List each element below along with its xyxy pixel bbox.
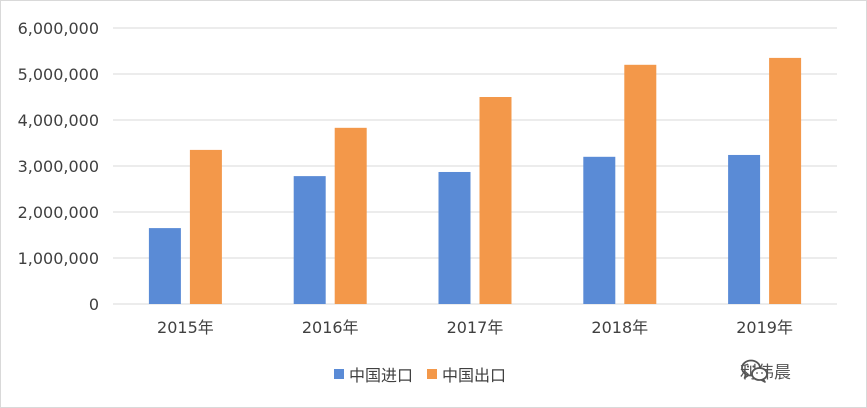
x-tick-label: 2019年 xyxy=(736,318,793,337)
y-axis-tick-labels: 0 1,000,000 2,000,000 3,000,000 4,000,000 5,0… xyxy=(18,19,99,314)
legend-label-import: 中国进口 xyxy=(349,366,414,385)
y-tick-label: 2,000,000 xyxy=(18,203,99,222)
y-tick-label: 3,000,000 xyxy=(18,157,99,176)
bar-export-3 xyxy=(624,64,657,304)
y-tick-label: 0 xyxy=(89,295,99,314)
x-tick-label: 2018年 xyxy=(591,318,648,337)
y-tick-label: 1,000,000 xyxy=(18,249,99,268)
legend-swatch-export xyxy=(427,369,438,379)
x-tick-label: 2016年 xyxy=(302,318,359,337)
x-axis-tick-labels: 2015年 2016年 2017年 2018年 2019年 xyxy=(157,318,793,337)
x-tick-label: 2015年 xyxy=(157,318,214,337)
bar-export-0 xyxy=(189,149,222,304)
legend-label-export: 中国出口 xyxy=(442,366,507,385)
y-tick-label: 6,000,000 xyxy=(18,19,99,38)
legend: 中国进口 中国出口 xyxy=(334,362,506,386)
watermark: 利伟晨 xyxy=(740,358,791,383)
y-tick-label: 5,000,000 xyxy=(18,65,99,84)
bar-import-2 xyxy=(438,171,471,304)
bar-import-1 xyxy=(293,176,326,304)
bar-import-3 xyxy=(583,156,616,304)
legend-item-export: 中国出口 xyxy=(427,362,506,386)
y-tick-label: 4,000,000 xyxy=(18,111,99,130)
legend-item-import: 中国进口 xyxy=(334,362,413,386)
bar-import-0 xyxy=(148,228,181,304)
x-tick-label: 2017年 xyxy=(447,318,504,337)
bar-export-1 xyxy=(334,127,367,304)
bar-export-4 xyxy=(769,57,802,305)
legend-swatch-import xyxy=(334,369,344,379)
bar-import-4 xyxy=(728,154,761,304)
bar-export-2 xyxy=(479,97,512,304)
wechat-icon xyxy=(741,359,768,383)
gridlines xyxy=(113,27,837,305)
bars xyxy=(148,57,802,305)
